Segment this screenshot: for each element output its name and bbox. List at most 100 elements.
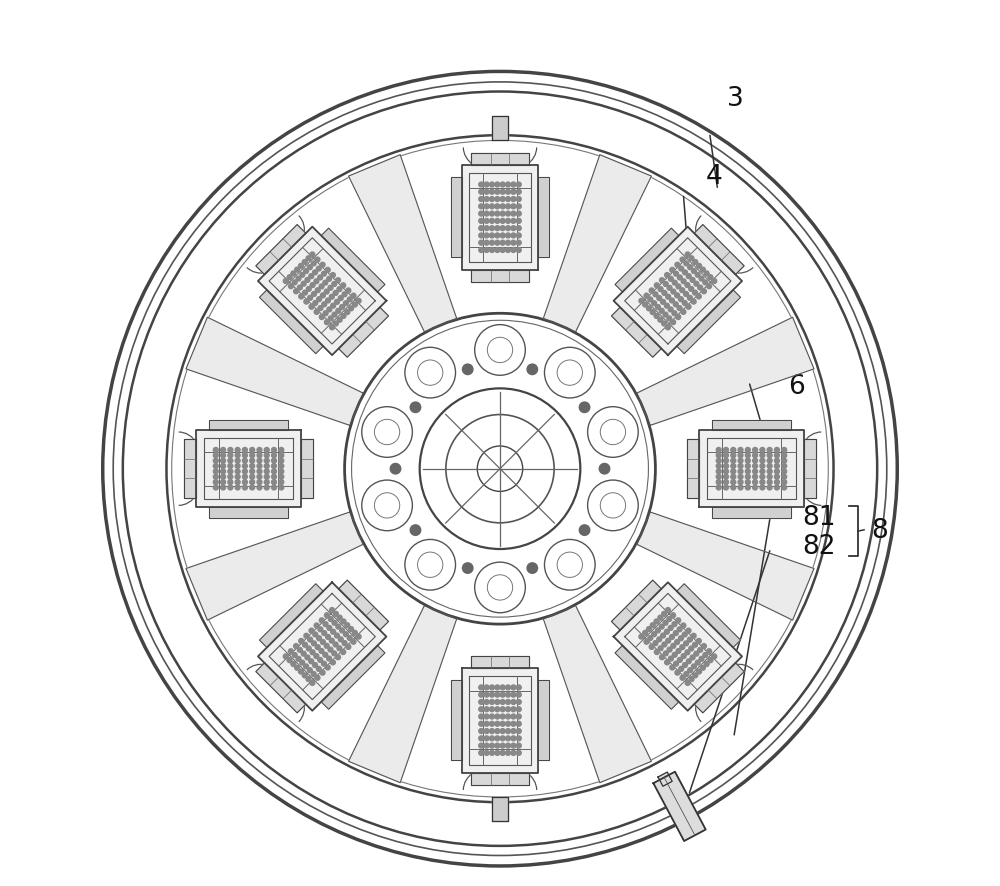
Circle shape [347, 298, 352, 302]
Circle shape [663, 313, 668, 318]
Circle shape [490, 241, 494, 246]
Polygon shape [637, 512, 814, 620]
Circle shape [691, 633, 696, 639]
Circle shape [250, 448, 255, 453]
Circle shape [738, 454, 743, 458]
Circle shape [688, 266, 693, 270]
Circle shape [327, 657, 332, 661]
Polygon shape [543, 606, 651, 783]
Circle shape [242, 486, 247, 490]
Circle shape [668, 626, 673, 631]
Polygon shape [462, 668, 538, 773]
Circle shape [643, 303, 648, 307]
Circle shape [300, 273, 305, 278]
Circle shape [694, 651, 699, 657]
Circle shape [685, 284, 690, 288]
Circle shape [670, 634, 674, 640]
Circle shape [506, 714, 510, 719]
Polygon shape [712, 508, 791, 518]
Circle shape [774, 480, 779, 485]
Circle shape [731, 475, 736, 479]
Circle shape [349, 307, 353, 312]
Circle shape [716, 454, 721, 458]
Circle shape [665, 660, 670, 665]
Circle shape [351, 640, 356, 644]
Circle shape [707, 649, 712, 654]
Circle shape [317, 636, 322, 641]
Circle shape [745, 480, 750, 485]
Circle shape [652, 632, 657, 637]
Circle shape [309, 275, 314, 279]
Circle shape [760, 486, 765, 490]
Circle shape [774, 470, 779, 474]
Circle shape [673, 631, 678, 636]
Circle shape [745, 464, 750, 469]
Circle shape [724, 486, 728, 490]
Circle shape [298, 669, 303, 674]
Circle shape [511, 693, 516, 697]
Circle shape [235, 459, 240, 463]
Circle shape [343, 632, 348, 637]
Circle shape [731, 448, 736, 453]
Circle shape [490, 190, 494, 195]
Circle shape [672, 281, 677, 286]
Circle shape [311, 292, 316, 297]
Circle shape [701, 290, 706, 294]
Circle shape [716, 475, 721, 479]
Circle shape [479, 743, 484, 748]
Circle shape [671, 290, 676, 295]
Circle shape [338, 296, 343, 301]
Circle shape [307, 668, 312, 672]
Circle shape [345, 310, 350, 315]
Circle shape [652, 301, 657, 307]
Polygon shape [658, 773, 672, 787]
Circle shape [511, 183, 516, 188]
Circle shape [731, 464, 736, 469]
Circle shape [500, 729, 505, 734]
Circle shape [716, 448, 721, 453]
Circle shape [753, 480, 758, 485]
Circle shape [221, 480, 226, 485]
Circle shape [500, 700, 505, 704]
Circle shape [298, 264, 303, 269]
Circle shape [356, 299, 361, 304]
Polygon shape [471, 773, 529, 785]
Circle shape [349, 627, 353, 632]
Circle shape [335, 300, 339, 305]
Circle shape [316, 267, 321, 272]
Circle shape [674, 272, 678, 276]
Circle shape [490, 707, 494, 711]
Circle shape [317, 298, 322, 302]
Circle shape [506, 750, 510, 756]
Circle shape [272, 454, 276, 458]
Circle shape [667, 617, 672, 622]
Circle shape [774, 475, 779, 479]
Circle shape [250, 486, 255, 490]
Circle shape [342, 641, 347, 646]
Circle shape [484, 693, 489, 697]
Circle shape [310, 284, 315, 288]
Circle shape [767, 486, 772, 490]
Circle shape [511, 227, 516, 231]
Circle shape [649, 289, 654, 293]
Circle shape [650, 623, 655, 628]
Polygon shape [492, 117, 508, 141]
Circle shape [295, 268, 300, 273]
Circle shape [667, 648, 672, 652]
Circle shape [516, 750, 521, 756]
Circle shape [235, 448, 240, 453]
Circle shape [337, 616, 342, 620]
Text: 81: 81 [802, 504, 835, 530]
Circle shape [320, 263, 325, 268]
Circle shape [516, 241, 521, 246]
Circle shape [676, 649, 681, 654]
Circle shape [495, 685, 500, 690]
Circle shape [490, 205, 494, 209]
Circle shape [506, 241, 510, 246]
Circle shape [689, 287, 694, 292]
Polygon shape [492, 797, 508, 821]
Circle shape [659, 625, 664, 629]
Polygon shape [611, 308, 661, 358]
Circle shape [686, 305, 691, 310]
Circle shape [753, 454, 758, 458]
